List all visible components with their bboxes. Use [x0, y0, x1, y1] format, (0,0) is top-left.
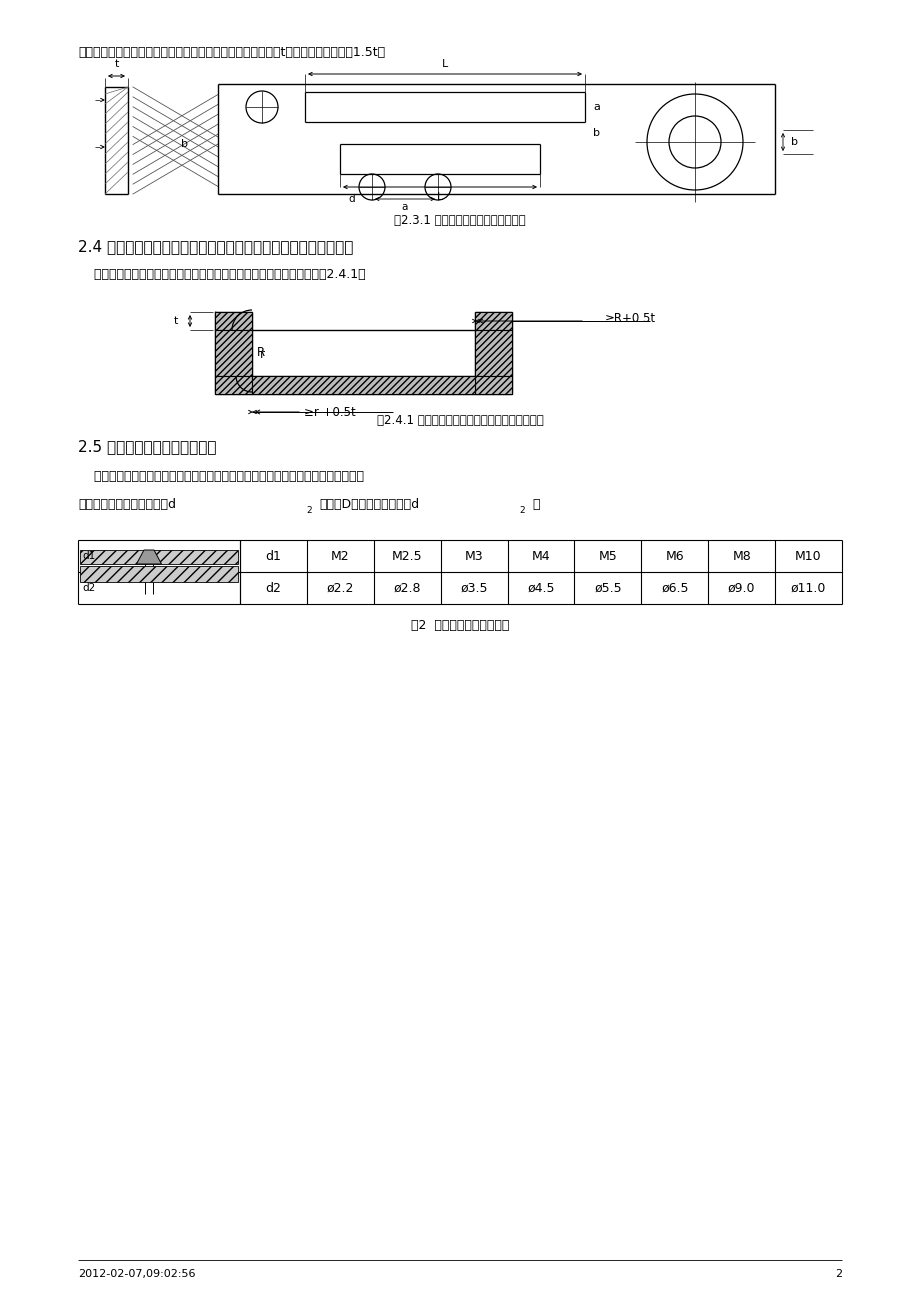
Text: L: L	[437, 191, 443, 202]
Polygon shape	[136, 549, 162, 564]
Text: a: a	[402, 202, 408, 212]
Text: 图2.4.1 折弯件、拉伸件孔壁与工件直壁间的距离: 图2.4.1 折弯件、拉伸件孔壁与工件直壁间的距离	[376, 414, 543, 427]
Text: 2012-02-07,09:02:56: 2012-02-07,09:02:56	[78, 1269, 196, 1279]
Text: ø2.8: ø2.8	[393, 582, 421, 595]
Text: b: b	[181, 139, 188, 148]
Text: 表2  用于螺钉、螺栓的过孔: 表2 用于螺钉、螺栓的过孔	[411, 620, 508, 633]
Bar	[215, 329, 252, 376]
Text: 折弯件或拉深件冲孔时，其孔壁与工件直壁之间应保持一定的距离（图2.4.1）: 折弯件或拉深件冲孔时，其孔壁与工件直壁之间应保持一定的距离（图2.4.1）	[78, 267, 365, 280]
Text: d1: d1	[82, 551, 96, 561]
Text: M4: M4	[531, 549, 550, 562]
Text: ≥R+0.5t: ≥R+0.5t	[605, 312, 655, 326]
Text: ø2.2: ø2.2	[326, 582, 354, 595]
Text: 图2.3.1 冲裁件孔边距、孔间距示意图: 图2.3.1 冲裁件孔边距、孔间距示意图	[393, 214, 526, 227]
Bar	[215, 376, 252, 395]
Text: M2.5: M2.5	[391, 549, 422, 562]
Bar	[215, 312, 252, 329]
Bar	[80, 549, 238, 564]
Text: ø11.0: ø11.0	[790, 582, 825, 595]
Text: 。: 。	[531, 497, 539, 510]
Text: ≥r +0.5t: ≥r +0.5t	[303, 405, 356, 418]
Text: 板材太薄难以同时保证过孔d: 板材太薄难以同时保证过孔d	[78, 497, 176, 510]
Text: b: b	[593, 128, 599, 138]
Text: t: t	[114, 59, 119, 69]
Text: R: R	[256, 345, 265, 358]
Text: ø5.5: ø5.5	[594, 582, 621, 595]
Text: 2.4 折弯件及拉深件冲孔时，其孔壁与直壁之间应保持一定的距离: 2.4 折弯件及拉深件冲孔时，其孔壁与直壁之间应保持一定的距离	[78, 240, 353, 254]
Bar	[474, 329, 512, 376]
Bar	[474, 376, 512, 395]
Text: d1: d1	[266, 549, 281, 562]
Text: M8: M8	[732, 549, 750, 562]
Text: d2: d2	[82, 583, 96, 592]
Text: M3: M3	[464, 549, 482, 562]
Bar	[474, 312, 512, 329]
Text: t: t	[174, 316, 177, 326]
Text: M6: M6	[664, 549, 684, 562]
Text: d2: d2	[266, 582, 281, 595]
Text: 螺钉、螺栓过孔和沉头座的结构尺寸按下表选取取。对于沉头螺钉的沉头座，如果: 螺钉、螺栓过孔和沉头座的结构尺寸按下表选取取。对于沉头螺钉的沉头座，如果	[78, 470, 364, 483]
Text: ø9.0: ø9.0	[727, 582, 754, 595]
Text: b: b	[790, 137, 797, 147]
Text: ø3.5: ø3.5	[460, 582, 487, 595]
Text: 2: 2	[518, 506, 524, 516]
Text: M2: M2	[331, 549, 349, 562]
Bar	[252, 376, 474, 395]
Text: 2.5 螺钉、螺栓的过孔和沉头座: 2.5 螺钉、螺栓的过孔和沉头座	[78, 440, 216, 454]
Text: 和沉孔D，应优先保证过孔d: 和沉孔D，应优先保证过孔d	[319, 497, 419, 510]
Text: 2: 2	[306, 506, 312, 516]
Text: ø6.5: ø6.5	[661, 582, 687, 595]
Text: M5: M5	[598, 549, 617, 562]
Text: r: r	[260, 348, 265, 361]
Text: L: L	[441, 59, 448, 69]
Bar	[80, 566, 238, 582]
Text: M10: M10	[794, 549, 821, 562]
Text: 2: 2	[834, 1269, 841, 1279]
Text: a: a	[593, 102, 599, 112]
Text: 边缘与零件外形边缘不平行时，该最小距离应不小于材料厚度t；平行时，应不小于1.5t。: 边缘与零件外形边缘不平行时，该最小距离应不小于材料厚度t；平行时，应不小于1.5…	[78, 46, 385, 59]
Text: d: d	[348, 194, 355, 204]
Text: ø4.5: ø4.5	[527, 582, 554, 595]
